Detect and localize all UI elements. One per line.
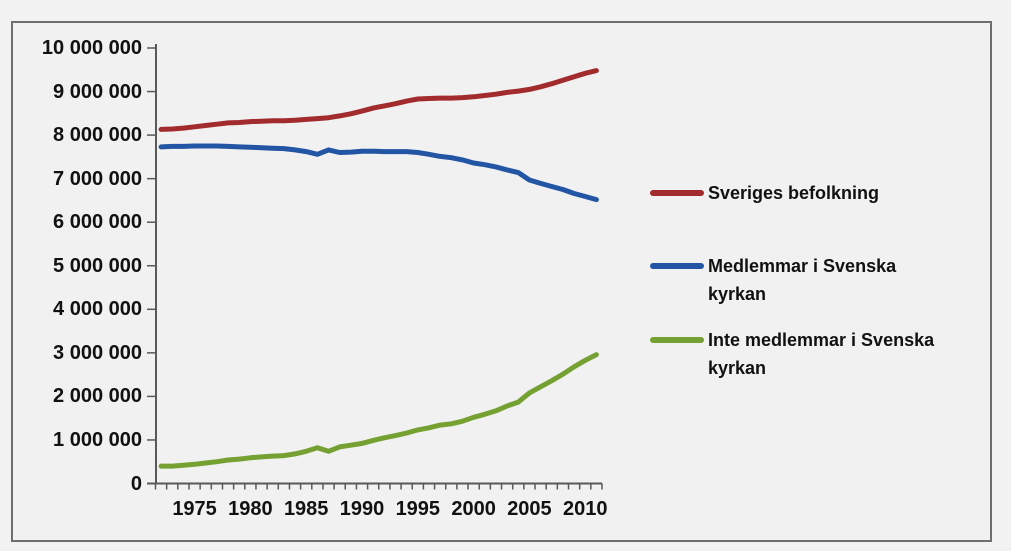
x-axis-tick-label: 1980	[228, 498, 273, 520]
series-line-2	[158, 352, 599, 469]
y-axis-tick-label: 10 000 000	[41, 37, 142, 59]
y-axis-tick-label: 2 000 000	[53, 385, 142, 408]
legend-swatch-line-icon	[650, 190, 704, 196]
y-axis-tick-label: 5 000 000	[53, 254, 142, 277]
chart-frame-border	[11, 21, 992, 542]
x-axis-tick-label: 1990	[339, 498, 385, 520]
y-axis-tick-label: 9 000 000	[53, 80, 142, 103]
legend-label: Sveriges befolkning	[708, 183, 880, 203]
x-axis-tick-label: 1975	[172, 498, 217, 520]
x-axis-tick-label: 2000	[451, 498, 496, 520]
y-axis-tick-label: 4 000 000	[53, 298, 142, 321]
legend-label: Inte medlemmar i Svenska kyrkan	[708, 330, 935, 378]
series-line-0	[158, 68, 599, 132]
y-axis-tick-label: 3 000 000	[53, 341, 142, 364]
series-line-1	[158, 143, 599, 203]
y-axis-tick-label: 7 000 000	[53, 167, 142, 190]
x-axis-tick-label: 2010	[563, 498, 608, 520]
legend-swatch-line-icon	[650, 337, 704, 343]
y-axis-tick-label: 6 000 000	[53, 211, 142, 234]
legend-swatch-line-icon	[650, 263, 704, 269]
x-axis-tick-label: 1995	[395, 498, 441, 520]
y-axis-tick-label: 8 000 000	[53, 124, 142, 147]
x-axis-tick-label: 2005	[507, 498, 552, 520]
x-axis-tick-label: 1985	[283, 498, 329, 520]
legend-label: Medlemmar i Svenska kyrkan	[708, 256, 897, 304]
y-axis-tick-label: 0	[130, 472, 142, 495]
y-axis-tick-label: 1 000 000	[53, 428, 142, 451]
